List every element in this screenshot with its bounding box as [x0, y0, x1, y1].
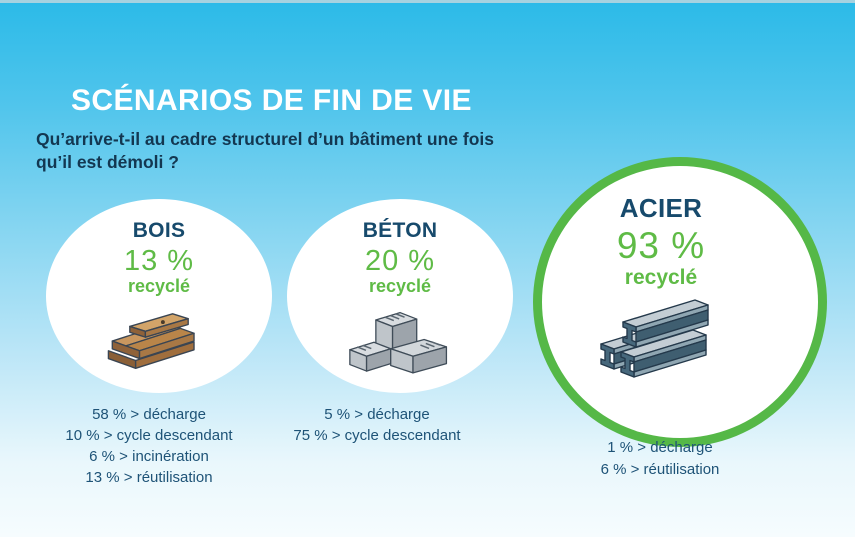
breakdown-list-beton: 5 % > décharge 75 % > cycle descendant: [267, 404, 487, 446]
breakdown-item: 10 % > cycle descendant: [65, 427, 233, 444]
material-card-beton: BÉTON 20 % recyclé: [290, 219, 510, 385]
recycled-percentage: 13 %: [123, 245, 195, 277]
breakdown-item: 58 % > décharge: [92, 406, 206, 423]
material-name: BOIS: [132, 219, 186, 242]
page-title: SCÉNARIOS DE FIN DE VIE: [71, 84, 472, 117]
page-subtitle: Qu’arrive-t-il au cadre structurel d’un …: [36, 129, 494, 172]
material-name: ACIER: [619, 193, 703, 223]
concrete-blocks-icon: [290, 307, 510, 385]
wood-planks-icon: [49, 307, 269, 379]
recycled-label: recyclé: [624, 265, 698, 289]
breakdown-item: 1 % > décharge: [607, 439, 713, 456]
recycled-percentage: 20 %: [364, 245, 436, 277]
breakdown-item: 6 % > réutilisation: [600, 461, 720, 478]
breakdown-item: 75 % > cycle descendant: [293, 427, 461, 444]
breakdown-item: 5 % > décharge: [324, 406, 430, 423]
breakdown-list-acier: 1 % > décharge 6 % > réutilisation: [560, 437, 760, 481]
top-edge-divider: [0, 0, 855, 3]
recycled-label: recyclé: [127, 276, 191, 297]
highlight-ring-acier: [533, 157, 827, 447]
recycled-percentage: 93 %: [616, 225, 706, 266]
breakdown-list-bois: 58 % > décharge 10 % > cycle descendant …: [39, 404, 259, 488]
material-card-acier: ACIER 93 % recyclé: [561, 193, 761, 384]
breakdown-item: 6 % > incinération: [89, 448, 209, 465]
breakdown-item: 13 % > réutilisation: [85, 469, 213, 486]
material-name: BÉTON: [362, 219, 438, 242]
steel-beams-icon: [561, 298, 761, 384]
recycled-label: recyclé: [368, 276, 432, 297]
material-card-bois: BOIS 13 % recyclé: [49, 219, 269, 379]
